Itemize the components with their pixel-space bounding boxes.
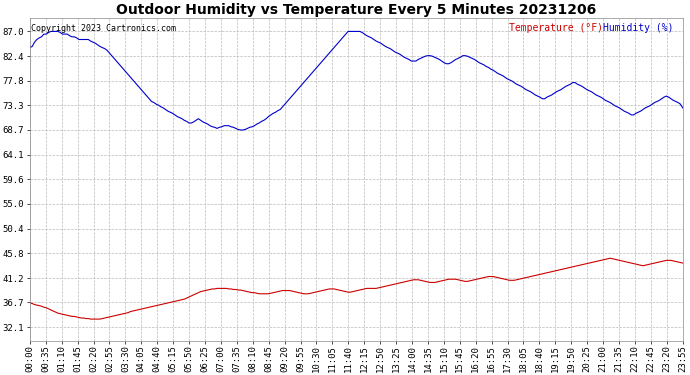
Title: Outdoor Humidity vs Temperature Every 5 Minutes 20231206: Outdoor Humidity vs Temperature Every 5 … bbox=[116, 3, 596, 17]
Legend: Temperature (°F), Humidity (%): Temperature (°F), Humidity (%) bbox=[506, 20, 678, 38]
Text: Copyright 2023 Cartronics.com: Copyright 2023 Cartronics.com bbox=[31, 24, 176, 33]
